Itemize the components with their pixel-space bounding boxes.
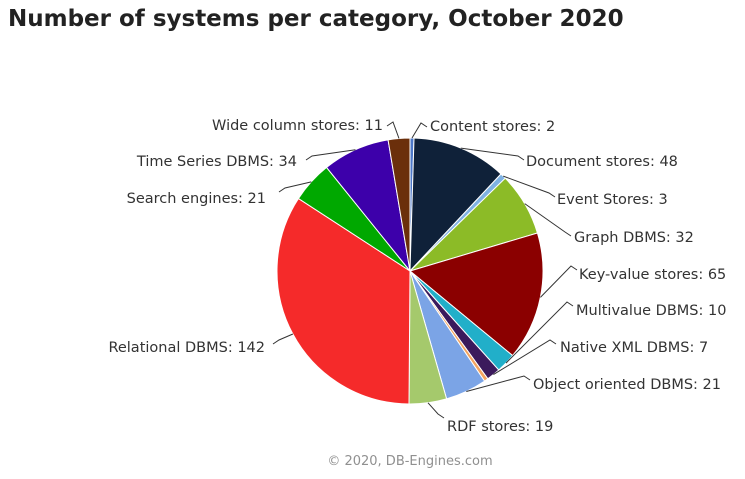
data-label-document-stores: Document stores: 48: [526, 154, 678, 170]
pie-slice-key-value-stores[interactable]: [408, 232, 544, 357]
connector-document-stores: [460, 147, 525, 161]
connector-multivalue-dbms: [505, 301, 574, 364]
credit-text[interactable]: © 2020, DB-Engines.com: [327, 454, 493, 469]
connector-graph-dbms: [524, 203, 572, 237]
data-label-multivalue-dbms: Multivalue DBMS: 10: [576, 303, 726, 319]
data-label-key-value-stores: Key-value stores: 65: [579, 267, 726, 283]
data-label-relational-dbms: Relational DBMS: 142: [108, 340, 265, 356]
connector-relational-dbms: [272, 333, 294, 345]
connector-native-xml-dbms: [493, 339, 557, 376]
data-label-graph-dbms: Graph DBMS: 32: [574, 230, 694, 246]
connector-content-stores: [411, 122, 428, 139]
data-label-wide-column-stores: Wide column stores: 11: [212, 118, 383, 134]
connector-wide-column-stores: [386, 121, 400, 139]
data-label-native-xml-dbms: Native XML DBMS: 7: [560, 340, 708, 356]
connector-rdf-stores: [427, 402, 445, 419]
connector-event-stores: [503, 175, 556, 198]
connector-object-oriented-dbms: [466, 375, 531, 392]
data-label-rdf-stores: RDF stores: 19: [447, 419, 553, 435]
chart-title: Number of systems per category, October …: [8, 6, 624, 32]
connector-time-series-dbms: [305, 149, 356, 161]
pie-slice-document-stores[interactable]: [409, 137, 502, 273]
data-label-object-oriented-dbms: Object oriented DBMS: 21: [533, 377, 721, 393]
data-label-time-series-dbms: Time Series DBMS: 34: [136, 154, 297, 170]
data-label-content-stores: Content stores: 2: [430, 119, 555, 135]
data-label-event-stores: Event Stores: 3: [557, 192, 668, 208]
connector-search-engines: [278, 181, 312, 193]
data-label-search-engines: Search engines: 21: [127, 191, 266, 207]
connector-key-value-stores: [540, 265, 578, 298]
